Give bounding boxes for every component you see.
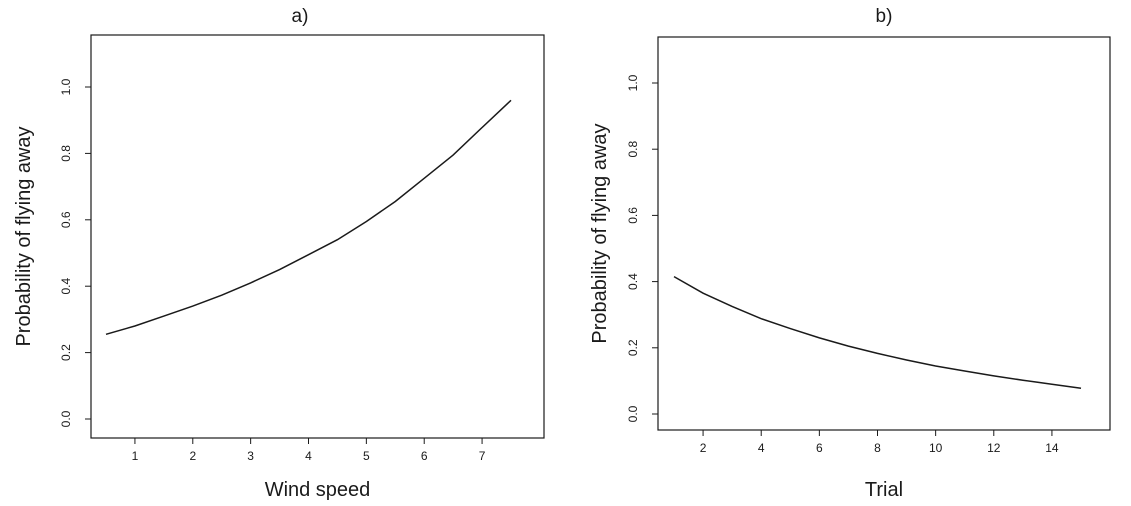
x-axis-label: Wind speed [265,479,371,501]
y-axis-label: Probability of flying away [589,123,611,343]
y-tick-label: 0.8 [59,145,73,162]
x-tick-label: 2 [189,449,196,463]
y-tick-label: 0.4 [626,273,640,290]
x-tick-label: 12 [987,441,1001,455]
x-tick-label: 6 [421,449,428,463]
y-tick-label: 0.8 [626,141,640,158]
y-tick-label: 0.4 [59,278,73,295]
x-tick-label: 10 [929,441,943,455]
panel-b: b) Trial Probability of flying away 2 4 6 8 10 1… [589,6,1111,501]
y-tick-label: 0.2 [626,339,640,356]
panel-title: b) [876,6,893,27]
panel-a: a) Wind speed Probability of flying away 1 2… [13,6,545,501]
y-tick-label: 1.0 [626,74,640,91]
x-tick-label: 8 [874,441,881,455]
series-line [105,99,512,336]
x-tick-label: 5 [363,449,370,463]
x-tick-label: 4 [758,441,765,455]
y-axis-label: Probability of flying away [13,126,35,346]
x-tick-label: 7 [479,449,486,463]
x-tick-label: 1 [132,449,139,463]
y-tick-label: 1.0 [59,78,73,95]
x-tick-label: 4 [305,449,312,463]
x-tick-label: 3 [247,449,254,463]
y-tick-label: 0.2 [59,344,73,361]
x-tick-label: 6 [816,441,823,455]
x-axis-label: Trial [865,479,903,501]
plot-frame [90,34,545,439]
y-tick-label: 0.6 [626,207,640,224]
panel-title: a) [292,6,309,27]
y-tick-label: 0.0 [59,410,73,427]
y-tick-label: 0.6 [59,211,73,228]
x-tick-label: 2 [700,441,707,455]
plot-frame [657,36,1111,431]
x-tick-label: 14 [1045,441,1059,455]
y-tick-label: 0.0 [626,405,640,422]
series-line [673,275,1082,389]
